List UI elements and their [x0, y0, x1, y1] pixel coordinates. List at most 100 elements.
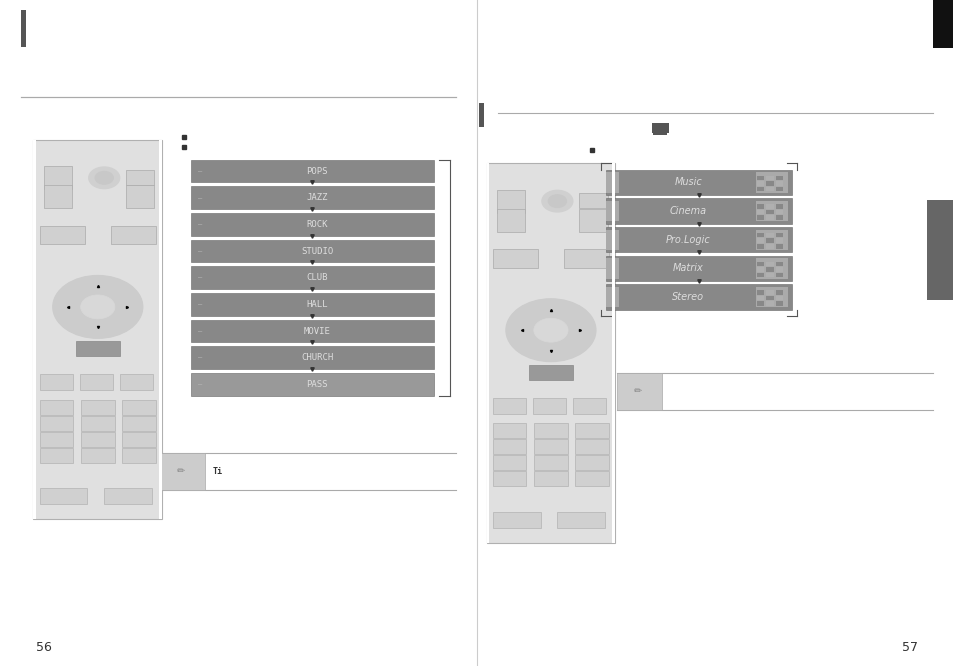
Bar: [104, 488, 152, 504]
Text: Cinema: Cinema: [669, 206, 706, 216]
Circle shape: [505, 299, 596, 362]
Bar: [775, 238, 782, 243]
Circle shape: [95, 172, 113, 184]
Bar: [756, 272, 763, 277]
Bar: [493, 398, 526, 414]
Bar: [122, 400, 155, 415]
Bar: [33, 140, 162, 519]
Bar: [40, 448, 73, 462]
Bar: [493, 439, 526, 454]
Text: ROCK: ROCK: [306, 220, 328, 229]
Text: —: —: [198, 381, 202, 388]
Bar: [605, 198, 791, 224]
Bar: [775, 176, 782, 180]
Bar: [80, 374, 113, 390]
Bar: [765, 210, 773, 214]
Text: —: —: [198, 328, 202, 334]
Bar: [497, 208, 524, 232]
Text: —: —: [198, 248, 202, 254]
Text: CLUB: CLUB: [306, 273, 328, 282]
Bar: [765, 176, 773, 180]
Bar: [651, 123, 668, 133]
Bar: [756, 186, 763, 191]
Bar: [756, 176, 763, 180]
Bar: [605, 227, 791, 252]
Text: —: —: [198, 194, 202, 201]
Text: 56: 56: [36, 641, 52, 654]
Bar: [40, 374, 73, 390]
Bar: [605, 287, 618, 307]
Bar: [81, 400, 114, 415]
Bar: [76, 342, 119, 356]
Bar: [40, 226, 85, 244]
Bar: [159, 140, 162, 519]
Bar: [765, 296, 773, 300]
Text: HALL: HALL: [306, 300, 328, 309]
Bar: [756, 244, 763, 248]
Bar: [765, 290, 773, 295]
Bar: [572, 398, 606, 414]
Bar: [775, 215, 782, 220]
Bar: [756, 233, 763, 238]
Bar: [775, 296, 782, 300]
Bar: [775, 233, 782, 238]
Bar: [775, 301, 782, 306]
Bar: [40, 488, 88, 504]
Bar: [493, 423, 526, 438]
Bar: [534, 471, 567, 486]
Bar: [191, 266, 434, 289]
Bar: [493, 511, 540, 527]
Bar: [575, 423, 608, 438]
Bar: [756, 290, 763, 295]
Bar: [497, 190, 524, 212]
Bar: [755, 172, 787, 192]
Bar: [81, 416, 114, 431]
Bar: [765, 186, 773, 191]
Bar: [765, 301, 773, 306]
Bar: [765, 181, 773, 186]
Bar: [605, 201, 618, 221]
Bar: [756, 210, 763, 214]
Bar: [44, 166, 72, 189]
Bar: [605, 256, 791, 281]
Text: —: —: [198, 274, 202, 281]
Bar: [755, 258, 787, 278]
Bar: [756, 238, 763, 243]
Bar: [493, 455, 526, 470]
Bar: [493, 471, 526, 486]
Bar: [775, 272, 782, 277]
Bar: [21, 10, 26, 47]
Bar: [126, 185, 154, 208]
Bar: [191, 320, 434, 342]
Bar: [534, 439, 567, 454]
Bar: [126, 170, 154, 184]
Bar: [775, 262, 782, 266]
Bar: [756, 204, 763, 209]
Bar: [765, 272, 773, 277]
Bar: [40, 432, 73, 447]
Bar: [33, 140, 36, 519]
Bar: [775, 210, 782, 214]
Bar: [765, 233, 773, 238]
Bar: [44, 185, 72, 208]
Text: —: —: [198, 168, 202, 174]
Bar: [191, 160, 434, 182]
Bar: [119, 374, 153, 390]
Bar: [563, 249, 608, 268]
Bar: [191, 213, 434, 236]
Bar: [493, 249, 537, 268]
Bar: [40, 416, 73, 431]
Bar: [191, 293, 434, 316]
Bar: [756, 301, 763, 306]
Bar: [926, 200, 953, 300]
Bar: [775, 244, 782, 248]
Bar: [765, 215, 773, 220]
Bar: [191, 186, 434, 209]
Bar: [578, 193, 607, 208]
Bar: [486, 163, 615, 543]
Text: —: —: [198, 301, 202, 308]
Bar: [756, 296, 763, 300]
Bar: [755, 230, 787, 250]
Text: ✏: ✏: [177, 466, 185, 476]
Bar: [533, 398, 566, 414]
